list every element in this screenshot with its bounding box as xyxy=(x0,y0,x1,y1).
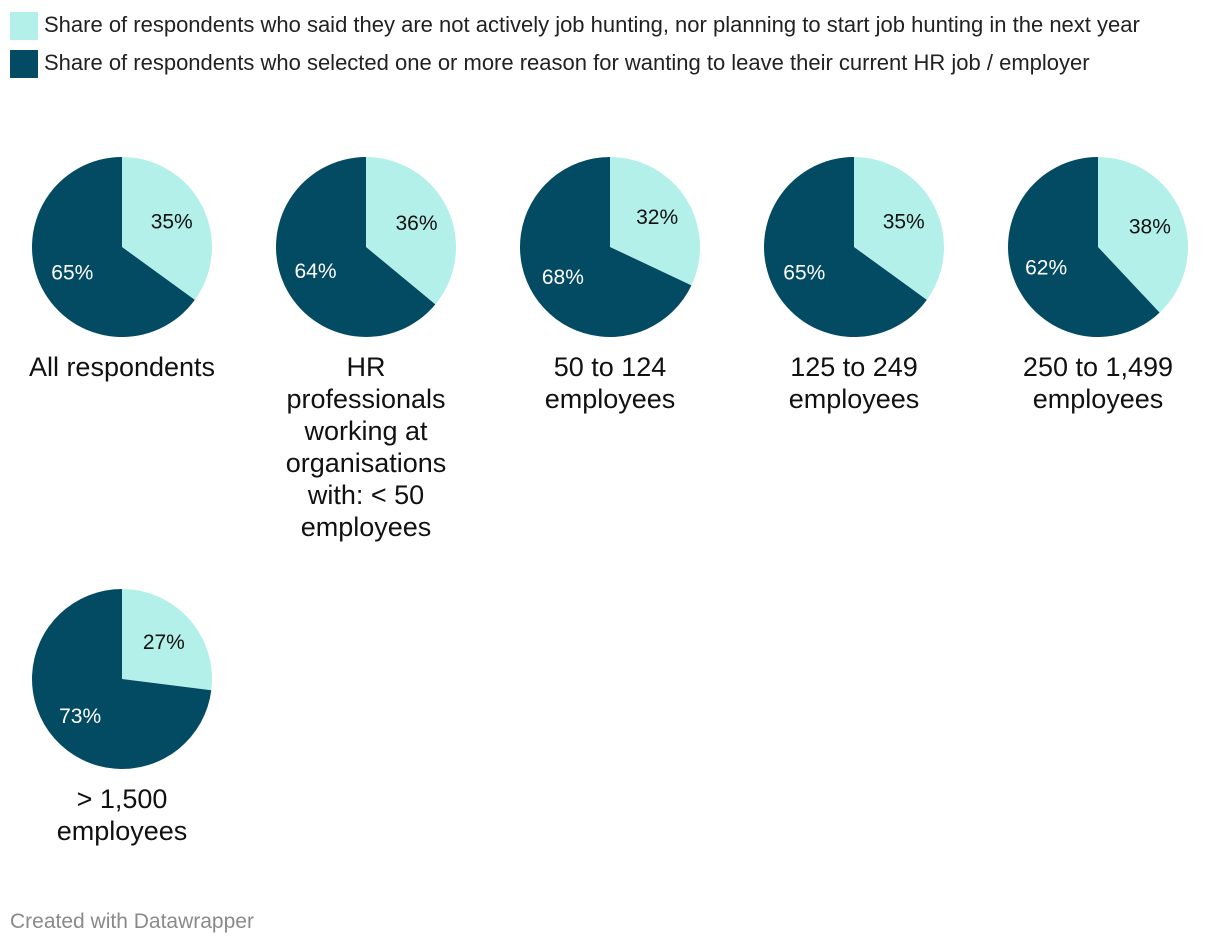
legend-label-wanting-to-leave: Share of respondents who selected one or… xyxy=(44,50,1090,75)
pie-cell-all-respondents: 35% 65% All respondents xyxy=(0,155,244,383)
pie-cell-over-1500: 27% 73% > 1,500 employees xyxy=(0,587,244,847)
pie-title-under-50: HR professionals working at organisation… xyxy=(285,352,447,542)
slice-not-job-hunting xyxy=(122,589,212,691)
pie-title-50-124: 50 to 124 employees xyxy=(544,352,676,414)
slice-not-job-hunting-label: 36% xyxy=(395,212,437,235)
footer-credit: Created with Datawrapper xyxy=(10,910,254,933)
slice-not-job-hunting-label: 35% xyxy=(883,211,925,234)
pie-title-over-1500: > 1,500 employees xyxy=(56,784,188,846)
pie-cell-under-50: 36% 64% HR professionals working at organ… xyxy=(244,155,488,543)
slice-not-job-hunting xyxy=(610,157,700,286)
slice-wanting-to-leave-label: 65% xyxy=(783,261,825,284)
slice-not-job-hunting xyxy=(122,157,212,300)
slice-wanting-to-leave-label: 64% xyxy=(294,260,336,283)
pie-cell-250-1499: 38% 62% 250 to 1,499 employees xyxy=(976,155,1220,415)
slice-not-job-hunting-label: 35% xyxy=(151,211,193,234)
slice-wanting-to-leave-label: 68% xyxy=(542,266,584,289)
pie-125-249: 35% 65% xyxy=(764,157,944,337)
pie-cell-125-249: 35% 65% 125 to 249 employees xyxy=(732,155,976,415)
slice-not-job-hunting xyxy=(366,157,456,305)
pie-under-50: 36% 64% xyxy=(276,157,456,337)
slice-not-job-hunting-label: 38% xyxy=(1129,215,1171,238)
pie-50-124: 32% 68% xyxy=(520,157,700,337)
legend-swatch-light xyxy=(10,12,38,40)
slice-wanting-to-leave xyxy=(31,157,195,337)
slice-wanting-to-leave xyxy=(764,157,927,337)
pie-all-respondents: 35% 65% xyxy=(31,157,212,337)
slice-wanting-to-leave xyxy=(520,157,692,337)
slice-wanting-to-leave-label: 62% xyxy=(1025,257,1067,280)
slice-wanting-to-leave xyxy=(32,589,212,769)
pie-title-125-249: 125 to 249 employees xyxy=(788,352,920,414)
pie-title-all-respondents: All respondents xyxy=(28,352,216,382)
slice-wanting-to-leave-label: 73% xyxy=(59,705,101,728)
slice-wanting-to-leave xyxy=(1008,157,1160,337)
legend-item-wanting-to-leave: Share of respondents who selected one or… xyxy=(10,46,1210,80)
slice-wanting-to-leave xyxy=(276,157,436,337)
pie-cell-50-124: 32% 68% 50 to 124 employees xyxy=(488,155,732,415)
slice-not-job-hunting-label: 32% xyxy=(636,206,678,229)
legend-item-not-job-hunting: Share of respondents who said they are n… xyxy=(10,8,1210,42)
slice-not-job-hunting-label: 27% xyxy=(143,631,185,654)
legend: Share of respondents who said they are n… xyxy=(10,8,1210,84)
pie-title-250-1499: 250 to 1,499 employees xyxy=(1022,352,1174,414)
pie-250-1499: 38% 62% xyxy=(1008,157,1188,337)
slice-not-job-hunting xyxy=(854,157,944,300)
legend-swatch-dark xyxy=(10,50,38,78)
legend-label-not-job-hunting: Share of respondents who said they are n… xyxy=(44,12,1140,37)
slice-not-job-hunting xyxy=(1098,157,1188,313)
slice-wanting-to-leave-label: 65% xyxy=(51,261,93,284)
pie-over-1500: 27% 73% xyxy=(32,589,212,769)
